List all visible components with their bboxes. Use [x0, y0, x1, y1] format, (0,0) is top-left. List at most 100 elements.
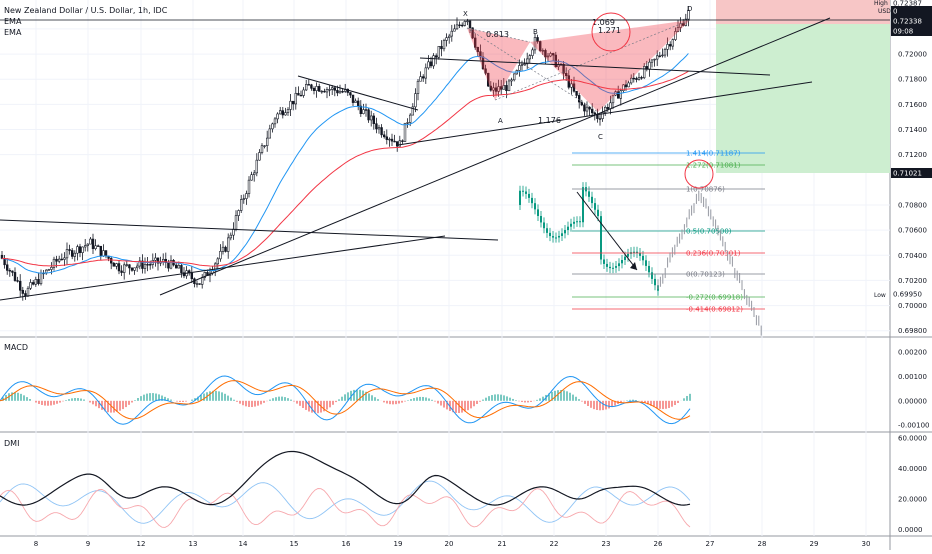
candle-body [286, 109, 290, 113]
candle-body [546, 55, 550, 58]
candle-body [99, 245, 103, 257]
candle-body [406, 122, 409, 124]
macd-tick-label: -0.00100 [898, 422, 929, 430]
projection-body [651, 272, 653, 279]
candle-body [276, 113, 279, 120]
candle-body [427, 61, 430, 69]
candle-body [398, 140, 401, 147]
candle-body [169, 259, 173, 269]
candle-body [531, 49, 534, 56]
pattern-diagonal [466, 27, 599, 113]
candle-body [11, 270, 14, 273]
candle-body [637, 77, 641, 80]
time-tick-label: 9 [86, 540, 90, 548]
countdown-tag-bg [891, 26, 932, 36]
candle-body [91, 238, 95, 249]
candle-body [336, 90, 339, 94]
candle-body [609, 102, 612, 110]
candle-body [661, 54, 664, 57]
time-tick-label: 8 [34, 540, 38, 548]
candle-body [356, 100, 360, 107]
candle-body [143, 264, 147, 269]
candle-body [541, 50, 545, 52]
candle-body [315, 86, 318, 91]
candle-body [333, 87, 336, 91]
candle-body [97, 245, 100, 247]
candle-body [5, 264, 9, 271]
candle-body [401, 140, 404, 142]
candle-body [380, 127, 383, 136]
candle-body [367, 109, 370, 121]
candle-body [598, 118, 602, 120]
candle-body [593, 112, 597, 115]
time-tick-label: 19 [394, 540, 403, 548]
projection-body [645, 260, 647, 266]
candle-body [471, 27, 474, 39]
projection-body [588, 191, 590, 197]
candle-body [395, 141, 399, 147]
candle-body [497, 86, 500, 92]
projection-body [594, 203, 596, 210]
time-tick-label: 13 [189, 540, 198, 548]
candle-body [460, 24, 464, 27]
adx-line [0, 450, 691, 506]
candle-body [648, 61, 651, 70]
candle-body [182, 272, 186, 277]
candle-body [382, 134, 386, 138]
candle-body [281, 110, 284, 116]
candle-body [393, 140, 396, 143]
candle-body [73, 252, 77, 257]
time-tick-label: 14 [239, 540, 248, 548]
candle-body [115, 263, 118, 267]
pattern-point-label: A [498, 117, 503, 125]
candle-body [463, 21, 466, 26]
candle-body [458, 24, 461, 26]
time-tick-label: 15 [290, 540, 299, 548]
price-tick-label: 0.70800 [898, 201, 927, 209]
time-tick-label: 28 [758, 540, 767, 548]
candle-body [437, 46, 440, 58]
candle-body [466, 20, 469, 23]
projection-body [606, 263, 608, 267]
time-tick-label: 16 [342, 540, 351, 548]
candle-body [260, 145, 264, 153]
candle-body [341, 90, 344, 93]
fib-level-label: 0.5(0.70500) [686, 228, 732, 236]
candle-body [627, 82, 630, 88]
candle-body [642, 66, 646, 79]
candle-body [453, 28, 456, 32]
candle-body [450, 30, 453, 37]
indicator-ema-1[interactable]: EMA [4, 17, 22, 26]
candle-body [60, 258, 64, 261]
low-value-tag: 0.69950 [893, 291, 922, 299]
projection-body [591, 196, 593, 204]
candle-body [65, 249, 69, 259]
candle-body [138, 260, 141, 267]
indicator-ema-2[interactable]: EMA [4, 28, 22, 37]
pattern-triangle-bcd [530, 20, 690, 112]
dmi-plus-line [0, 480, 691, 524]
candle-body [666, 44, 669, 50]
candle-body [536, 37, 539, 42]
projection-body [531, 197, 533, 204]
candle-body [518, 65, 521, 71]
candle-body [320, 90, 323, 93]
candle-body [13, 272, 17, 281]
candle-body [47, 269, 51, 271]
candle-body [263, 145, 266, 147]
candle-body [338, 90, 342, 94]
projection-body [624, 256, 626, 260]
candle-body [304, 84, 308, 91]
candle-body [123, 264, 126, 273]
price-tick-label: 0.70000 [898, 302, 927, 310]
candle-body [349, 92, 352, 96]
candle-body [687, 9, 690, 20]
candle-body [273, 118, 277, 125]
candle-body [0, 254, 4, 259]
candle-body [162, 258, 165, 262]
candle-body [359, 105, 362, 114]
candle-body [78, 246, 82, 253]
candle-body [619, 90, 623, 99]
